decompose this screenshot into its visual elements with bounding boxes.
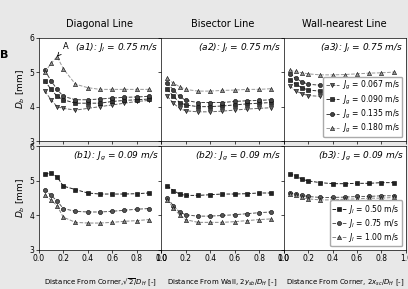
Text: (b1): $J_g$ = 0.09 m/s: (b1): $J_g$ = 0.09 m/s [73, 149, 159, 163]
Text: (a1): $J_l$ = 0.75 m/s: (a1): $J_l$ = 0.75 m/s [75, 41, 159, 54]
Y-axis label: $D_b$ [mm]: $D_b$ [mm] [14, 178, 27, 218]
Legend: $J_l$ = 0.50 m/s, $J_l$ = 0.75 m/s, $J_l$ = 1.00 m/s: $J_l$ = 0.50 m/s, $J_l$ = 0.75 m/s, $J_l… [330, 200, 402, 246]
Legend: $J_g$ = 0.067 m/s, $J_g$ = 0.090 m/s, $J_g$ = 0.135 m/s, $J_g$ = 0.180 m/s: $J_g$ = 0.067 m/s, $J_g$ = 0.090 m/s, $J… [323, 77, 402, 137]
Text: Bisector Line: Bisector Line [191, 19, 254, 29]
Text: (a2): $J_l$ = 0.75 m/s: (a2): $J_l$ = 0.75 m/s [198, 41, 281, 54]
Text: Distance From Corner,$\sqrt{2}/D_H$ [-]: Distance From Corner,$\sqrt{2}/D_H$ [-] [44, 276, 156, 288]
Text: (a3): $J_l$ = 0.75 m/s: (a3): $J_l$ = 0.75 m/s [320, 41, 404, 54]
Text: A: A [58, 42, 69, 56]
Text: Distance From Wall, $2y_{sb}/D_H$ [-]: Distance From Wall, $2y_{sb}/D_H$ [-] [167, 277, 277, 288]
Text: (b2): $J_g$ = 0.09 m/s: (b2): $J_g$ = 0.09 m/s [195, 149, 281, 163]
Text: Distance From Corner, $2x_{sc}/D_H$ [-]: Distance From Corner, $2x_{sc}/D_H$ [-] [286, 277, 404, 288]
Text: B: B [0, 50, 9, 60]
Text: Diagonal Line: Diagonal Line [67, 19, 133, 29]
Text: (b3): $J_g$ = 0.09 m/s: (b3): $J_g$ = 0.09 m/s [318, 149, 404, 163]
Y-axis label: $D_b$ [mm]: $D_b$ [mm] [14, 69, 27, 109]
Text: Wall-nearest Line: Wall-nearest Line [302, 19, 387, 29]
